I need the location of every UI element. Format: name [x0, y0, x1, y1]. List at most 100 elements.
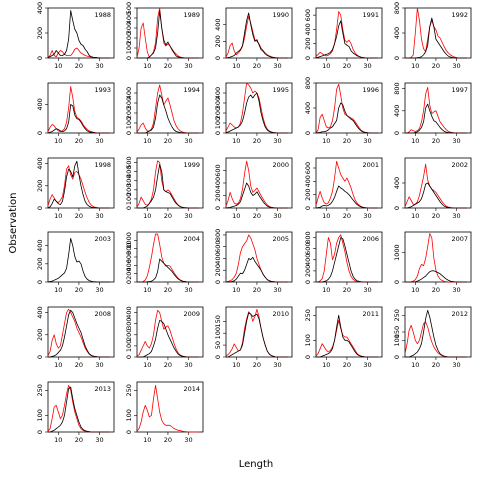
- y-tick-label: 300: [214, 97, 222, 109]
- y-tick-label: 0: [304, 56, 312, 60]
- panel-2013: 2013 10 20 30 0 100 250: [36, 381, 115, 444]
- x-tick-label: 10: [232, 137, 240, 145]
- y-tick-label: 400: [304, 23, 312, 35]
- y-tick-label: 800: [304, 77, 312, 89]
- y-tick-label: 400: [304, 254, 312, 266]
- x-tick-label: 30: [273, 286, 281, 294]
- panel-frame: [136, 7, 204, 59]
- y-tick-label: 200: [304, 38, 312, 50]
- x-axis-label: Length: [239, 459, 274, 470]
- x-tick-label: 30: [95, 436, 103, 444]
- x-tick-label: 10: [232, 212, 240, 220]
- x-tick-label: 30: [452, 137, 460, 145]
- panel-year-label: 1990: [272, 11, 289, 19]
- x-tick-label: 30: [452, 361, 460, 369]
- x-tick-label: 10: [232, 62, 240, 70]
- x-tick-label: 30: [95, 286, 103, 294]
- panel-year-label: 1989: [183, 11, 200, 19]
- panel-year-label: 2002: [451, 161, 468, 169]
- y-tick-label: 0: [393, 280, 401, 284]
- x-tick-label: 30: [95, 361, 103, 369]
- y-tick-label: 200: [304, 265, 312, 277]
- y-tick-label: 100: [214, 327, 222, 339]
- x-tick-label: 10: [143, 286, 151, 294]
- x-tick-label: 30: [184, 137, 192, 145]
- observed-line: [137, 258, 199, 283]
- y-tick-label: 800: [304, 231, 312, 243]
- x-tick-label: 20: [75, 286, 83, 294]
- y-tick-label: 0: [125, 206, 133, 210]
- x-tick-label: 30: [452, 286, 460, 294]
- y-tick-label: 400: [214, 87, 222, 99]
- observed-line: [47, 160, 110, 209]
- x-tick-label: 10: [143, 436, 151, 444]
- x-tick-label: 10: [322, 62, 330, 70]
- panel-1992: 1992 10 20 30 0 400 800: [393, 2, 472, 70]
- observed-line: [137, 163, 199, 209]
- observed-line: [315, 20, 378, 59]
- y-tick-label: 0: [214, 56, 222, 60]
- y-tick-label: 400: [125, 259, 133, 271]
- panel-1991: 1991 10 20 30 0 200 400 600: [304, 7, 383, 70]
- y-tick-label: 0: [36, 131, 44, 135]
- expected-line: [47, 47, 110, 59]
- panel-year-label: 1994: [183, 86, 200, 94]
- observed-line: [48, 309, 110, 358]
- y-tick-label: 0: [214, 131, 222, 135]
- panel-year-label: 2005: [272, 235, 289, 243]
- x-tick-label: 30: [363, 62, 371, 70]
- y-tick-label: 400: [393, 27, 401, 39]
- y-tick-label: 800: [393, 82, 401, 94]
- observed-line: [48, 386, 110, 433]
- panel-year-label: 2001: [362, 161, 379, 169]
- x-tick-label: 20: [432, 286, 440, 294]
- x-tick-label: 20: [164, 212, 172, 220]
- y-tick-label: 400: [125, 306, 133, 318]
- panel-frame: [136, 306, 204, 358]
- y-tick-label: 300: [125, 22, 133, 34]
- x-tick-label: 10: [54, 361, 62, 369]
- y-tick-label: 0: [304, 280, 312, 284]
- panel-frame: [225, 7, 293, 59]
- y-tick-label: 400: [393, 105, 401, 117]
- y-tick-label: 200: [125, 184, 133, 196]
- x-tick-label: 30: [273, 137, 281, 145]
- panel-frame: [47, 381, 115, 433]
- y-tick-label: 200: [214, 107, 222, 119]
- expected-line: [404, 321, 467, 358]
- y-tick-label: 400: [214, 252, 222, 264]
- x-tick-label: 10: [143, 212, 151, 220]
- panel-year-label: 2010: [272, 310, 289, 318]
- x-tick-label: 20: [164, 286, 172, 294]
- panel-2003: 2003 10 20 30 0 200 400: [36, 231, 115, 294]
- x-tick-label: 20: [164, 137, 172, 145]
- y-tick-label: 400: [214, 177, 222, 189]
- panel-year-label: 2014: [183, 385, 200, 393]
- x-tick-label: 30: [273, 212, 281, 220]
- panel-1998: 1998 10 20 30 0 200 400: [36, 157, 115, 220]
- y-tick-label: 0: [304, 206, 312, 210]
- y-tick-label: 150: [214, 315, 222, 327]
- y-axis-label: Observation: [8, 193, 19, 254]
- y-tick-label: 100: [125, 117, 133, 129]
- observed-line: [137, 10, 199, 59]
- x-tick-label: 30: [363, 137, 371, 145]
- x-tick-label: 20: [164, 361, 172, 369]
- panel-year-label: 1996: [362, 86, 379, 94]
- y-tick-label: 0: [304, 355, 312, 359]
- x-tick-label: 30: [95, 62, 103, 70]
- y-tick-label: 200: [214, 35, 222, 47]
- y-tick-label: 0: [125, 280, 133, 284]
- y-tick-label: 400: [36, 157, 44, 169]
- y-tick-label: 600: [304, 9, 312, 21]
- panel-2008: 2008 10 20 30 0 200 400: [36, 306, 115, 369]
- y-tick-label: 400: [36, 239, 44, 251]
- x-tick-label: 10: [54, 436, 62, 444]
- y-tick-label: 600: [304, 162, 312, 174]
